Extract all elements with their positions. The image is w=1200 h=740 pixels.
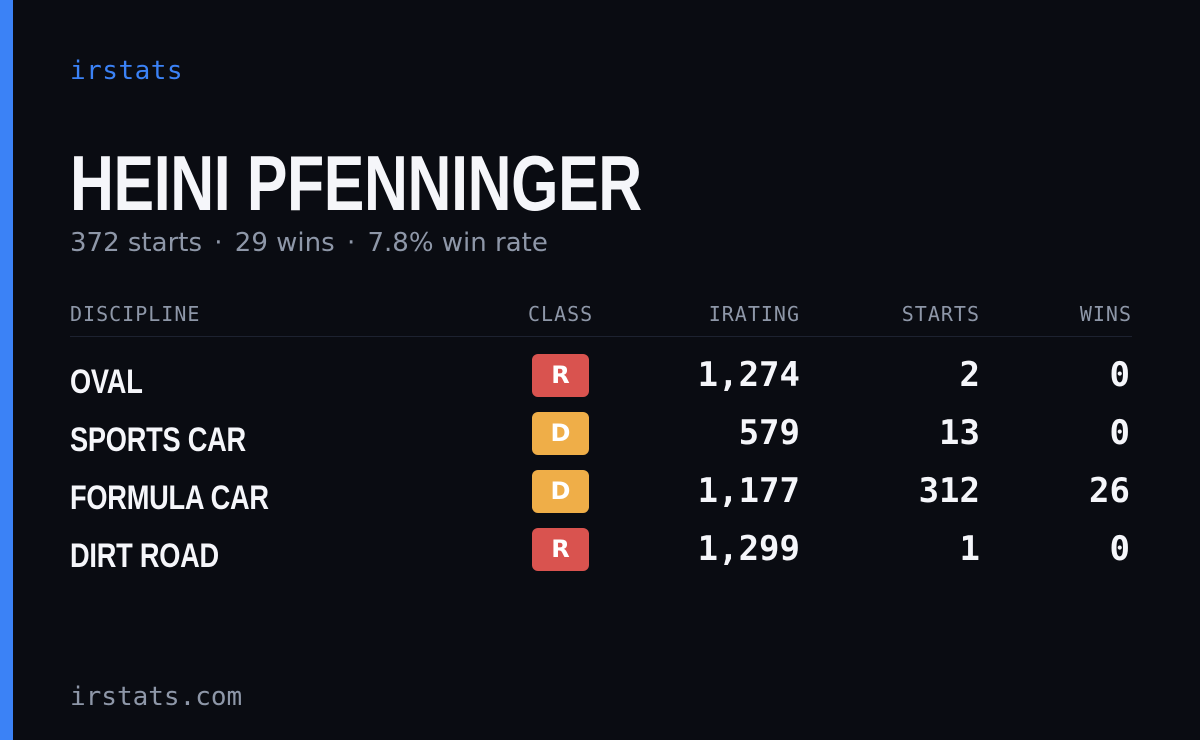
starts-summary: 372 starts	[70, 228, 202, 258]
starts-cell: 13	[939, 413, 980, 453]
discipline-cell: FORMULA CAR	[70, 479, 269, 517]
class-badge: D	[532, 470, 589, 513]
discipline-cell: OVAL	[70, 363, 143, 401]
table-body: OVAL R 1,274 2 0 SPORTS CAR D 579 13 0 F…	[70, 337, 1132, 585]
table-header: DISCIPLINE CLASS IRATING STARTS WINS	[70, 296, 1132, 337]
wins-summary: 29 wins	[234, 228, 335, 258]
header-wins: WINS	[1079, 302, 1132, 326]
class-badge: D	[532, 412, 589, 455]
table-row: SPORTS CAR D 579 13 0	[70, 411, 1132, 469]
summary-separator: ·	[346, 228, 356, 258]
brand-logo[interactable]: irstats	[70, 56, 184, 86]
irating-cell: 579	[738, 413, 800, 453]
irating-cell: 1,177	[697, 471, 800, 511]
irating-cell: 1,274	[697, 355, 800, 395]
discipline-table: DISCIPLINE CLASS IRATING STARTS WINS OVA…	[70, 296, 1132, 585]
class-badge: R	[532, 354, 589, 397]
starts-cell: 2	[959, 355, 980, 395]
starts-cell: 312	[918, 471, 980, 511]
wins-cell: 0	[1109, 529, 1130, 569]
discipline-cell: DIRT ROAD	[70, 537, 219, 575]
class-badge: R	[532, 528, 589, 571]
driver-name: HEINI PFENNINGER	[70, 139, 642, 227]
table-row: DIRT ROAD R 1,299 1 0	[70, 527, 1132, 585]
win-rate-summary: 7.8% win rate	[367, 228, 548, 258]
table-row: OVAL R 1,274 2 0	[70, 353, 1132, 411]
driver-summary: 372 starts · 29 wins · 7.8% win rate	[70, 228, 548, 258]
starts-cell: 1	[959, 529, 980, 569]
wins-cell: 0	[1109, 355, 1130, 395]
header-starts: STARTS	[901, 302, 980, 326]
table-row: FORMULA CAR D 1,177 312 26	[70, 469, 1132, 527]
discipline-cell: SPORTS CAR	[70, 421, 246, 459]
footer-domain-link[interactable]: irstats.com	[70, 682, 243, 712]
irating-cell: 1,299	[697, 529, 800, 569]
header-class: CLASS	[528, 302, 594, 326]
summary-separator: ·	[214, 228, 223, 258]
accent-bar	[0, 0, 13, 740]
header-discipline: DISCIPLINE	[70, 302, 201, 326]
header-irating: IRATING	[708, 302, 800, 326]
wins-cell: 0	[1109, 413, 1130, 453]
wins-cell: 26	[1089, 471, 1130, 511]
